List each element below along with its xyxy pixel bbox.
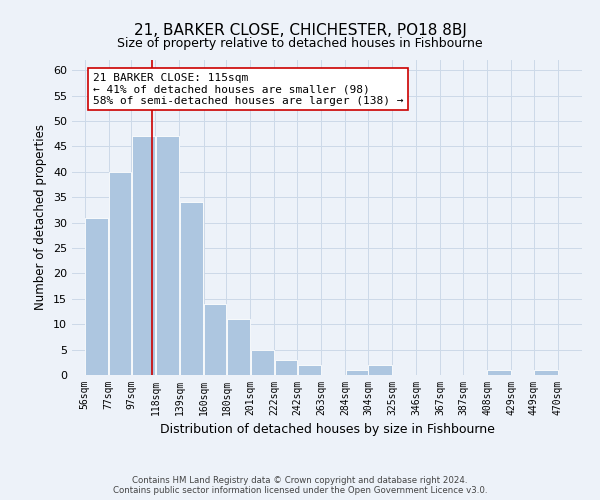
Bar [204, 304, 226, 375]
Bar [227, 319, 250, 375]
Text: 21, BARKER CLOSE, CHICHESTER, PO18 8BJ: 21, BARKER CLOSE, CHICHESTER, PO18 8BJ [134, 22, 466, 38]
Bar [156, 136, 179, 375]
Bar [534, 370, 558, 375]
Bar [487, 370, 511, 375]
Bar [275, 360, 297, 375]
Y-axis label: Number of detached properties: Number of detached properties [34, 124, 47, 310]
Text: Contains HM Land Registry data © Crown copyright and database right 2024.
Contai: Contains HM Land Registry data © Crown c… [113, 476, 487, 495]
Text: 21 BARKER CLOSE: 115sqm
← 41% of detached houses are smaller (98)
58% of semi-de: 21 BARKER CLOSE: 115sqm ← 41% of detache… [92, 72, 403, 106]
Bar [109, 172, 131, 375]
Bar [368, 365, 392, 375]
Bar [346, 370, 368, 375]
Bar [251, 350, 274, 375]
Bar [298, 365, 321, 375]
Bar [180, 202, 203, 375]
Bar [85, 218, 109, 375]
Bar [132, 136, 155, 375]
Text: Size of property relative to detached houses in Fishbourne: Size of property relative to detached ho… [117, 38, 483, 51]
X-axis label: Distribution of detached houses by size in Fishbourne: Distribution of detached houses by size … [160, 424, 494, 436]
